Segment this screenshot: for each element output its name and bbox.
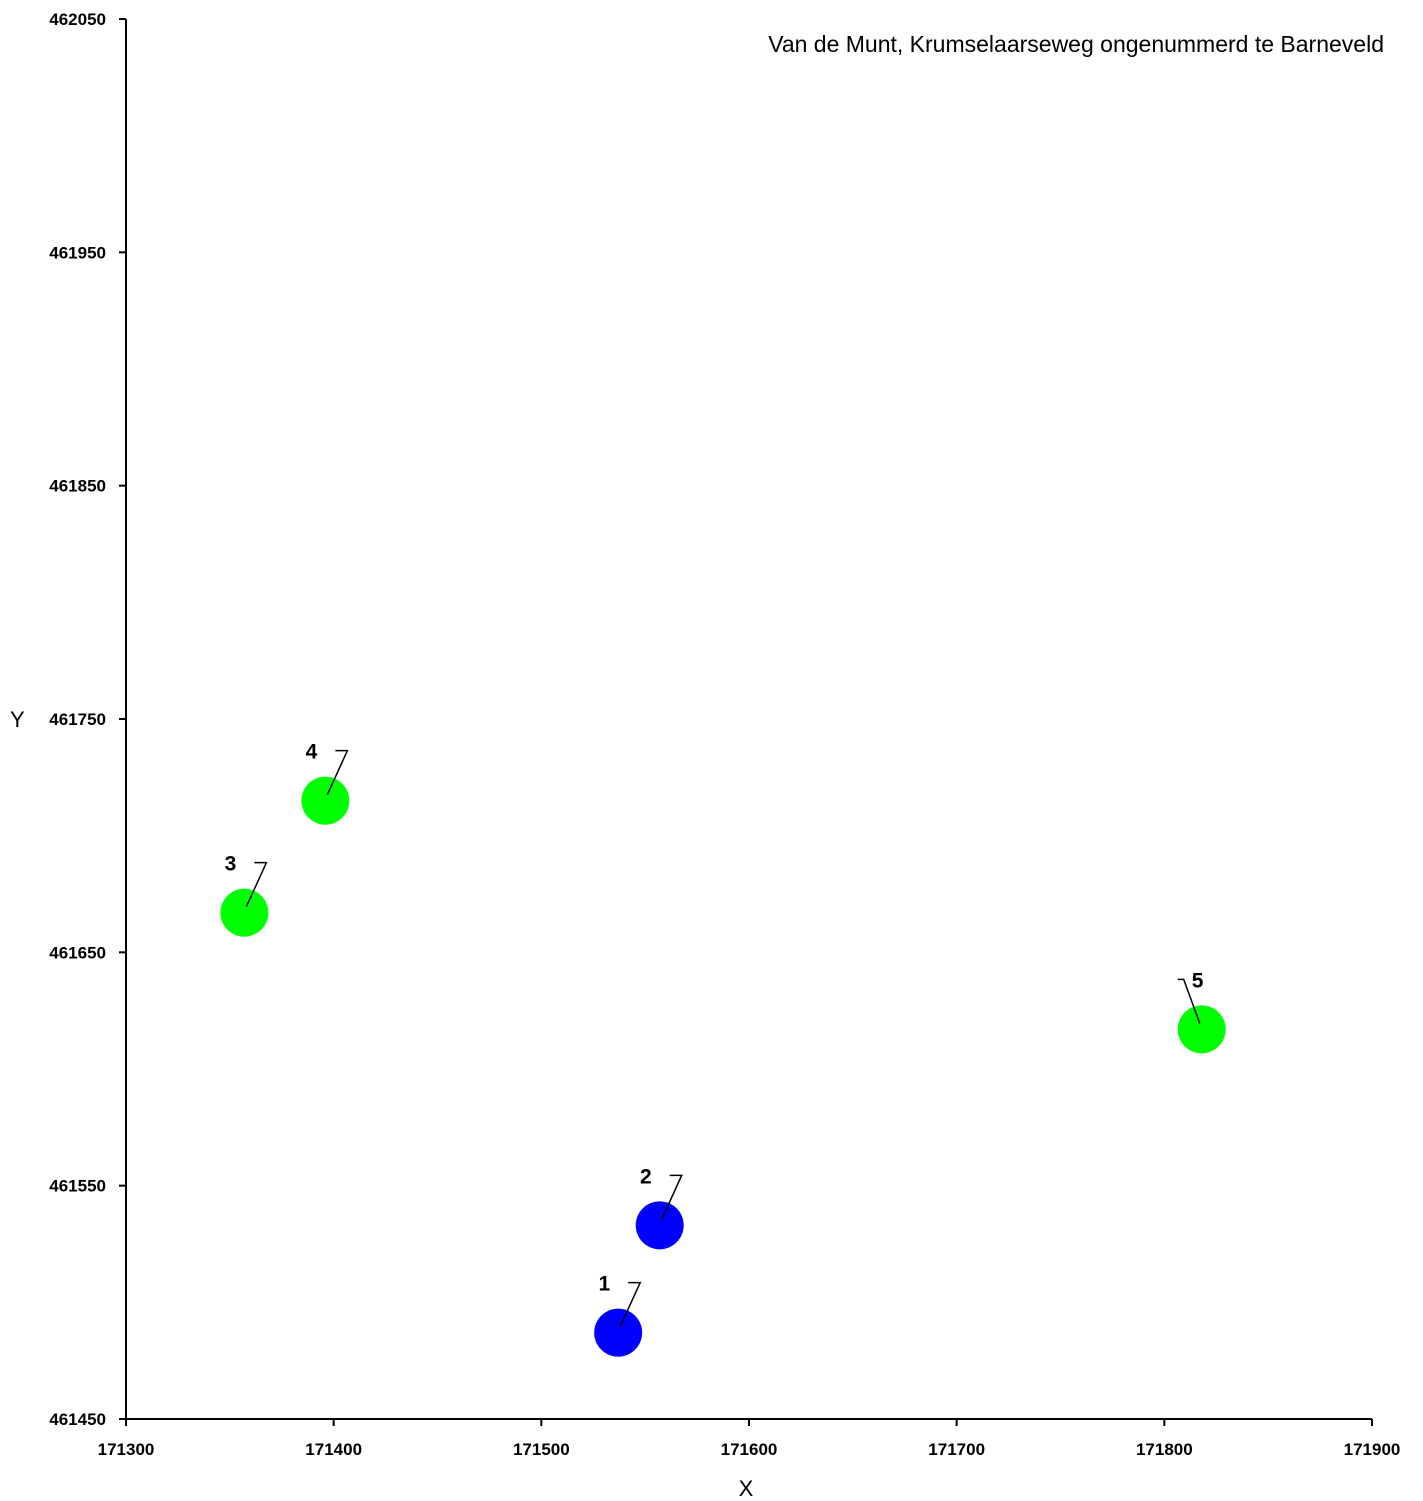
data-point-1 [594, 1308, 643, 1357]
y-tick-label: 461650 [49, 943, 106, 962]
point-label: 2 [640, 1165, 652, 1188]
leader-line [326, 749, 349, 795]
x-tick-label: 171900 [1344, 1440, 1401, 1459]
data-point-2 [635, 1201, 684, 1250]
y-tick-label: 461850 [49, 477, 106, 496]
x-tick-label: 171600 [721, 1440, 778, 1459]
leader-line [1177, 978, 1201, 1024]
leader-line [245, 861, 268, 907]
leader-line [661, 1174, 683, 1220]
y-axis-label: Y [10, 707, 25, 732]
data-point-3 [220, 888, 269, 937]
y-tick-label: 461950 [49, 243, 106, 262]
ticks-group: 171300 171400 171500 171600 171700 171800 1719… [49, 10, 1400, 1459]
x-tick-label: 171500 [513, 1440, 570, 1459]
y-tick-label: 461750 [49, 710, 106, 729]
points-group: 1 2 3 4 5 [220, 741, 1226, 1357]
data-point-5 [1177, 1005, 1226, 1054]
point-label: 1 [598, 1273, 610, 1296]
y-tick-label: 461450 [49, 1410, 106, 1429]
point-label: 3 [225, 853, 237, 876]
leader-line [619, 1281, 642, 1327]
y-tick-label: 462050 [49, 10, 106, 29]
y-tick-label: 461550 [49, 1177, 106, 1196]
x-tick-label: 171300 [98, 1440, 155, 1459]
x-tick-label: 171400 [305, 1440, 362, 1459]
point-label: 4 [306, 741, 318, 764]
point-label: 5 [1192, 969, 1204, 992]
data-point-4 [301, 776, 350, 825]
x-tick-label: 171800 [1136, 1440, 1193, 1459]
x-tick-label: 171700 [928, 1440, 985, 1459]
chart-title: Van de Munt, Krumselaarseweg ongenummerd… [768, 31, 1384, 57]
x-axis-label: X [739, 1476, 754, 1501]
